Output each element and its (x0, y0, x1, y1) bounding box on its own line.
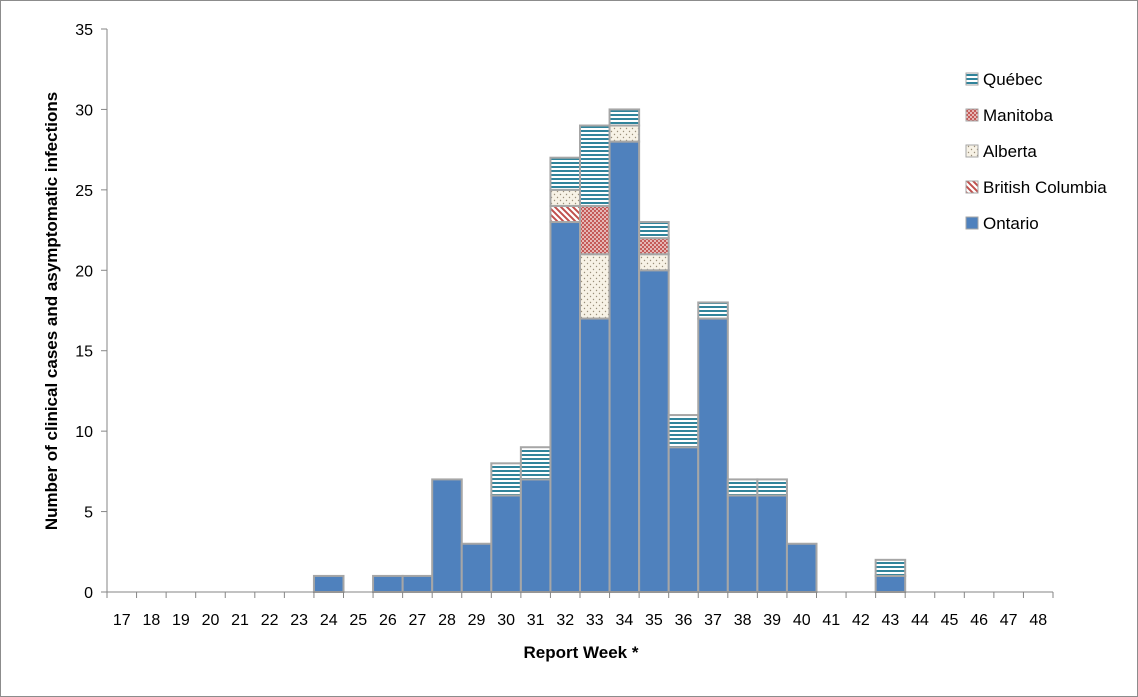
bar-manitoba-week-35 (638, 237, 670, 256)
x-tick-label: 22 (261, 612, 279, 629)
x-tick-label: 19 (172, 612, 190, 629)
bar-ontario-week-29 (460, 542, 493, 593)
bar-ontario-week-26 (372, 574, 404, 594)
bar-ontario-week-39 (756, 494, 788, 593)
bar-ontario-week-43 (874, 574, 907, 594)
bar-quebec-week-30 (490, 462, 522, 497)
y-tick-label: 20 (75, 263, 93, 280)
legend-swatch-quebec (965, 72, 979, 86)
x-axis-title: Report Week * (524, 643, 639, 662)
legend-label-ontario: Ontario (983, 214, 1039, 233)
x-tick-label: 35 (645, 612, 663, 629)
x-tick-label: 46 (970, 612, 988, 629)
x-tick-label: 29 (468, 612, 486, 629)
x-tick-label: 17 (113, 612, 131, 629)
x-tick-label: 30 (497, 612, 515, 629)
legend-swatch-manitoba (965, 108, 979, 122)
bar-ontario-week-38 (726, 494, 759, 593)
y-tick-label: 35 (75, 22, 93, 39)
legend-swatch-alberta (965, 144, 979, 158)
x-tick-label: 23 (290, 612, 308, 629)
bar-quebec-week-35 (638, 221, 670, 240)
bar-alberta-week-34 (608, 124, 641, 143)
bar-quebec-week-36 (667, 414, 700, 449)
y-tick-label: 25 (75, 183, 93, 200)
bar-alberta-week-32 (549, 188, 581, 207)
x-tick-label: 24 (320, 612, 338, 629)
bar-quebec-week-33 (579, 124, 611, 207)
bar-quebec-week-31 (519, 446, 552, 481)
legend-label-alberta: Alberta (983, 142, 1037, 161)
x-tick-label: 38 (734, 612, 752, 629)
x-tick-label: 18 (142, 612, 160, 629)
bar-quebec-week-43 (874, 558, 907, 577)
legend-label-quebec: Québec (983, 70, 1043, 89)
x-tick-label: 28 (438, 612, 456, 629)
y-tick-label: 5 (84, 505, 93, 522)
bar-ontario-week-27 (401, 574, 434, 594)
bar-british-columbia-week-32 (549, 204, 581, 224)
legend-label-manitoba: Manitoba (983, 106, 1053, 125)
bar-ontario-week-28 (431, 478, 463, 593)
x-tick-label: 27 (409, 612, 427, 629)
bar-alberta-week-35 (638, 253, 670, 272)
bar-alberta-week-33 (579, 253, 611, 320)
legend-swatch-british-columbia (965, 180, 979, 194)
bar-ontario-week-33 (579, 317, 611, 593)
x-tick-label: 31 (527, 612, 545, 629)
x-tick-label: 43 (882, 612, 900, 629)
bar-ontario-week-32 (549, 221, 581, 593)
legend-swatch-ontario (965, 216, 979, 230)
x-tick-label: 32 (556, 612, 574, 629)
x-tick-label: 47 (1000, 612, 1018, 629)
bar-quebec-week-32 (549, 156, 581, 191)
x-tick-label: 41 (822, 612, 840, 629)
x-tick-label: 40 (793, 612, 811, 629)
x-tick-label: 36 (675, 612, 693, 629)
bar-quebec-week-34 (608, 108, 641, 127)
bar-ontario-week-31 (519, 478, 552, 593)
bar-ontario-week-35 (638, 269, 670, 593)
x-tick-label: 21 (231, 612, 249, 629)
x-tick-label: 34 (615, 612, 633, 629)
y-tick-label: 10 (75, 424, 93, 441)
bar-ontario-week-34 (608, 140, 641, 593)
y-tick-label: 30 (75, 102, 93, 119)
bar-manitoba-week-33 (579, 204, 611, 256)
x-tick-label: 37 (704, 612, 722, 629)
bar-quebec-week-39 (756, 478, 788, 497)
bar-ontario-week-40 (785, 542, 818, 593)
bar-quebec-week-37 (697, 301, 729, 320)
x-tick-label: 33 (586, 612, 604, 629)
x-tick-label: 20 (202, 612, 220, 629)
x-tick-label: 45 (941, 612, 959, 629)
y-tick-label: 15 (75, 344, 93, 361)
x-tick-label: 44 (911, 612, 929, 629)
bar-ontario-week-24 (312, 574, 345, 594)
legend-label-british-columbia: British Columbia (983, 178, 1107, 197)
x-tick-label: 39 (763, 612, 781, 629)
bar-ontario-week-30 (490, 494, 522, 593)
bar-ontario-week-37 (697, 317, 729, 593)
x-tick-label: 42 (852, 612, 870, 629)
y-axis-title: Number of clinical cases and asymptomati… (42, 92, 61, 530)
x-tick-label: 48 (1029, 612, 1047, 629)
x-tick-label: 25 (349, 612, 367, 629)
bar-quebec-week-38 (726, 478, 759, 497)
y-tick-label: 0 (84, 585, 93, 602)
x-tick-label: 26 (379, 612, 397, 629)
bar-ontario-week-36 (667, 446, 700, 593)
legend: Québec Manitoba Alberta British Columbia Ont… (965, 70, 1107, 233)
